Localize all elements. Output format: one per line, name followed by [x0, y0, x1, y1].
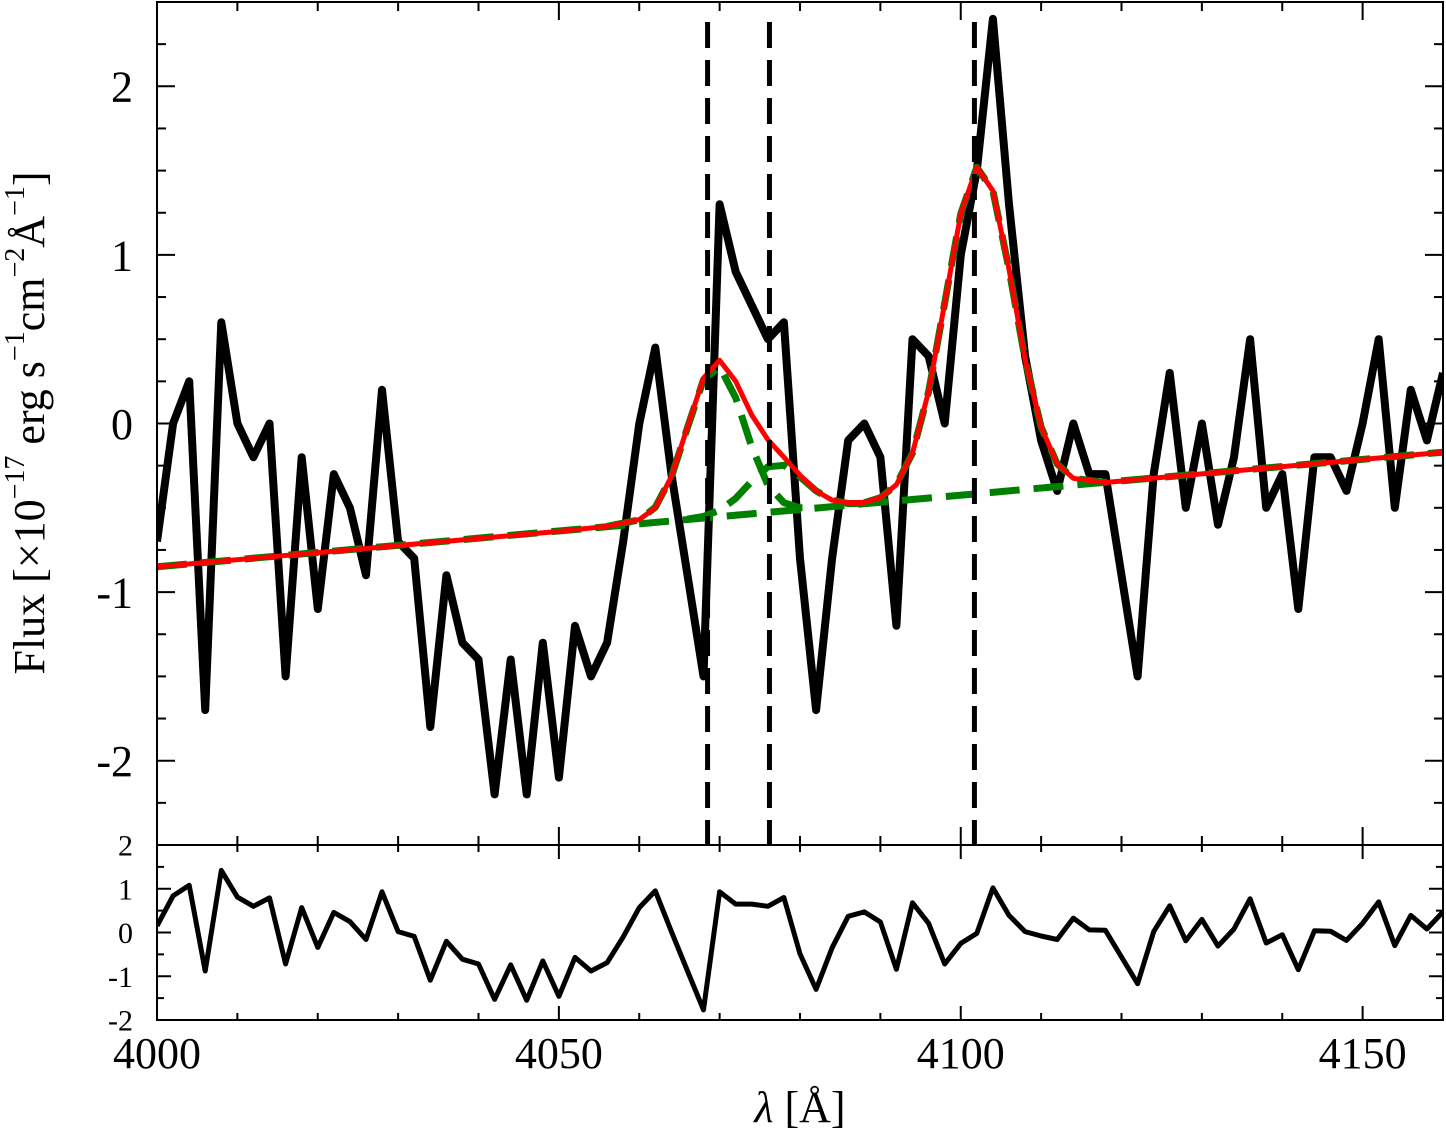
y-axis-label: Flux [×10−17 erg s−1cm−2Å−1]	[0, 171, 54, 674]
spectrum	[157, 14, 1443, 799]
model-fit	[157, 164, 1443, 570]
axes-frame	[156, 1, 1444, 846]
label-sup: −2	[0, 248, 31, 278]
label-part: ]	[5, 171, 54, 186]
y-tick-label: -1	[96, 569, 133, 618]
label-sup: −1	[0, 331, 31, 361]
residual	[157, 867, 1443, 1013]
label-part: Flux [×10	[5, 499, 54, 674]
y-tick-label: 2	[111, 63, 133, 112]
axes-frame	[156, 844, 1444, 1021]
y-tick-label: 0	[118, 917, 133, 950]
x-tick-label: 4050	[515, 1029, 603, 1078]
y-tick-label: 1	[111, 231, 133, 280]
x-tick-label: 4150	[1319, 1029, 1407, 1078]
label-part: cm	[5, 277, 54, 331]
y-tick-label: 1	[118, 873, 133, 906]
y-tick-label: 2	[118, 830, 133, 863]
label-part: Å	[5, 216, 54, 248]
y-tick-label: -2	[96, 737, 133, 786]
y-tick-label: 0	[111, 400, 133, 449]
label-part: erg s	[5, 361, 54, 456]
y-tick-label: -2	[108, 1005, 133, 1038]
label-part: [Å]	[773, 1083, 845, 1132]
label-part: λ	[752, 1083, 773, 1132]
y-tick-label: -1	[108, 961, 133, 994]
label-sup: −17	[0, 456, 31, 500]
x-tick-label: 4000	[113, 1029, 201, 1078]
label-sup: −1	[0, 186, 31, 216]
x-axis-label: λ [Å]	[752, 1083, 845, 1132]
x-tick-label: 4100	[917, 1029, 1005, 1078]
